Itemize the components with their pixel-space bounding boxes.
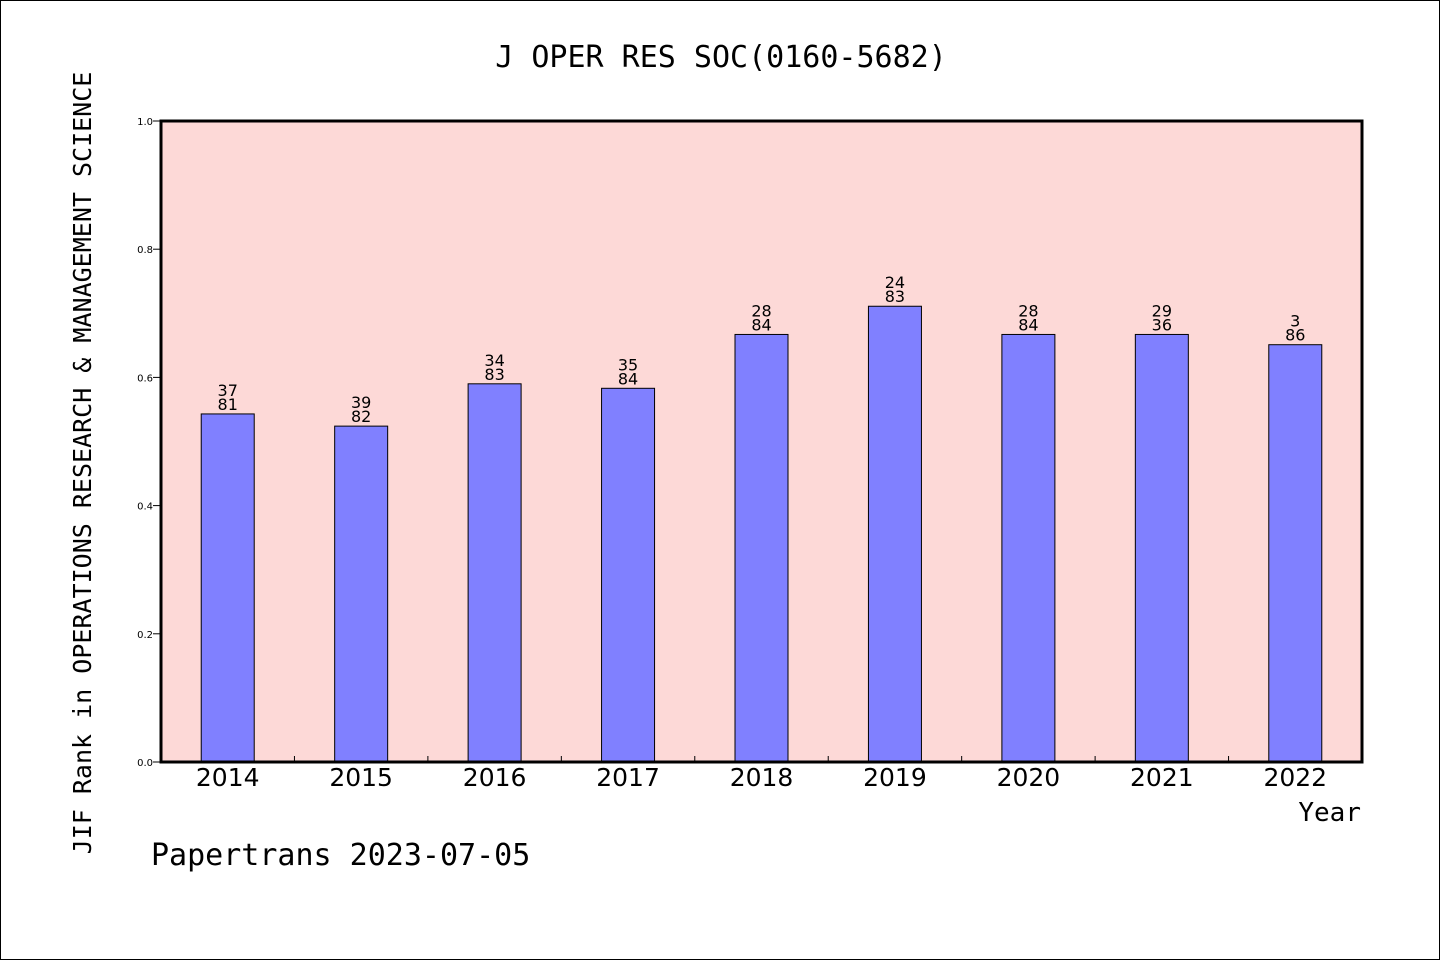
bar-2022 (1268, 344, 1323, 763)
x-tick-label: 2018 (730, 763, 794, 792)
bar-2020 (1001, 333, 1056, 763)
footer-watermark: Papertrans 2023-07-05 (151, 838, 530, 873)
x-axis: 2014 2015 2016 2017 2018 2019 2020 2021 2022 (196, 756, 1327, 792)
rank-label-total: 81 (218, 395, 238, 414)
rank-label-position: 3 (1290, 312, 1300, 331)
bar-2016 (467, 383, 522, 763)
rank-label-total: 84 (1018, 315, 1038, 334)
rank-label-total: 82 (351, 407, 371, 426)
y-tick-label: 1.0 (137, 117, 153, 128)
rank-label-total: 86 (1285, 326, 1305, 345)
bar-2015 (334, 425, 389, 763)
rank-label-position: 28 (751, 301, 771, 320)
x-tick-label: 2017 (596, 763, 660, 792)
x-tick-label: 2014 (196, 763, 260, 792)
rank-label-total: 84 (751, 315, 771, 334)
rank-label-total: 36 (1152, 315, 1172, 334)
y-tick-label: 0.8 (137, 245, 153, 256)
rank-label-total: 84 (618, 369, 638, 388)
bar-2014 (200, 413, 255, 763)
y-tick-label: 0.6 (137, 373, 153, 384)
rank-label-position: 39 (351, 393, 371, 412)
rank-label-position: 29 (1152, 301, 1172, 320)
rank-label-total: 83 (484, 365, 504, 384)
chart-title: J OPER RES SOC(0160-5682) (495, 40, 947, 75)
y-axis-label: JIF Rank in OPERATIONS RESEARCH & MANAGE… (68, 72, 97, 855)
x-axis-label: Year (1298, 798, 1361, 828)
rank-label-position: 28 (1018, 301, 1038, 320)
x-tick-label: 2021 (1130, 763, 1194, 792)
plot-border (159, 119, 1364, 764)
bars (200, 305, 1323, 763)
x-tick-label: 2015 (329, 763, 393, 792)
rank-label-total: 83 (885, 287, 905, 306)
rank-label-position: 34 (484, 351, 504, 370)
y-tick-label: 0.0 (137, 758, 153, 769)
y-axis: 0.0 0.2 0.4 0.6 0.8 1.0 (137, 117, 161, 769)
bar-2019 (867, 305, 922, 763)
bar-2018 (734, 333, 789, 763)
rank-label-position: 24 (885, 273, 905, 292)
rank-label-position: 35 (618, 355, 638, 374)
rank-label-position: 37 (218, 381, 238, 400)
x-tick-label: 2016 (463, 763, 527, 792)
x-tick-label: 2020 (997, 763, 1061, 792)
x-tick-label: 2022 (1263, 763, 1327, 792)
bar-2021 (1134, 333, 1189, 763)
y-tick-label: 0.2 (137, 630, 153, 641)
bar-2017 (601, 387, 656, 763)
x-tick-label: 2019 (863, 763, 927, 792)
y-tick-label: 0.4 (137, 502, 153, 513)
